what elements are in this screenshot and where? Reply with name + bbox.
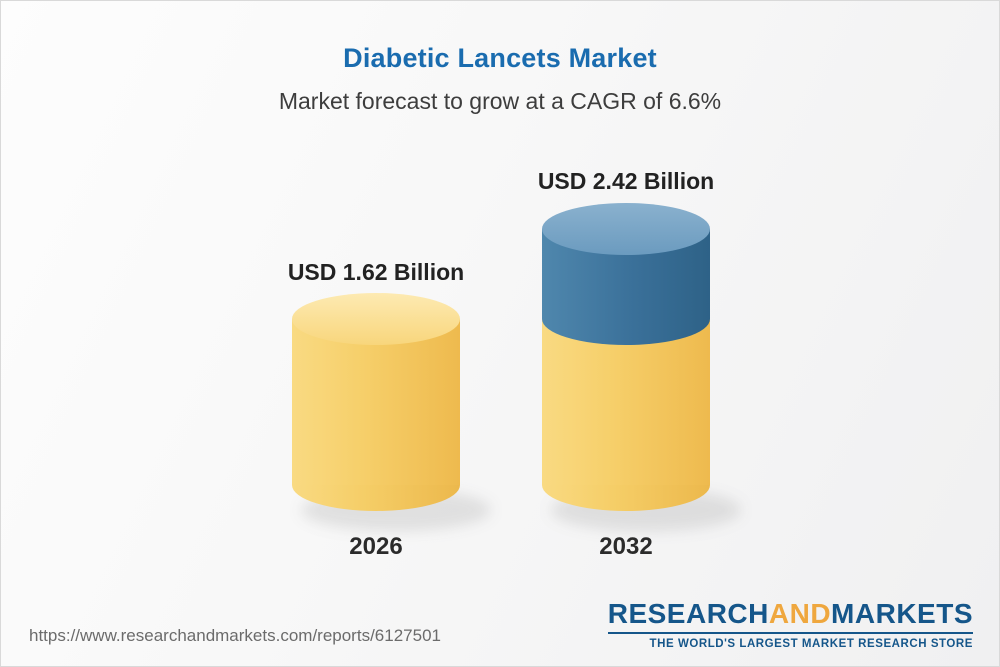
bar-2026-cylinder	[292, 319, 460, 485]
report-url-link[interactable]: https://www.researchandmarkets.com/repor…	[29, 626, 441, 645]
bar-2026-top-cap	[292, 293, 460, 345]
research-and-markets-logo: RESEARCHANDMARKETS THE WORLD'S LARGEST M…	[607, 600, 973, 650]
x-axis-label-2026: 2026	[349, 533, 403, 560]
logo-word-markets: MARKETS	[831, 598, 973, 629]
chart-subtitle: Market forecast to grow at a CAGR of 6.6…	[278, 88, 722, 114]
logo-word-research: RESEARCH	[607, 598, 769, 629]
bar-2032-top-cap	[542, 203, 710, 255]
logo-wordmark: RESEARCHANDMARKETS	[608, 600, 973, 628]
value-label-2032: USD 2.42 Billion	[537, 168, 715, 194]
chart-title: Diabetic Lancets Market	[343, 43, 657, 73]
logo-word-and: AND	[768, 598, 832, 629]
value-label-2026: USD 1.62 Billion	[287, 259, 465, 285]
logo-tagline: THE WORLD'S LARGEST MARKET RESEARCH STOR…	[649, 638, 973, 650]
bar-2032-base-segment	[542, 319, 710, 485]
logo-divider-rule	[607, 632, 973, 634]
x-axis-label-2032: 2032	[599, 533, 653, 560]
